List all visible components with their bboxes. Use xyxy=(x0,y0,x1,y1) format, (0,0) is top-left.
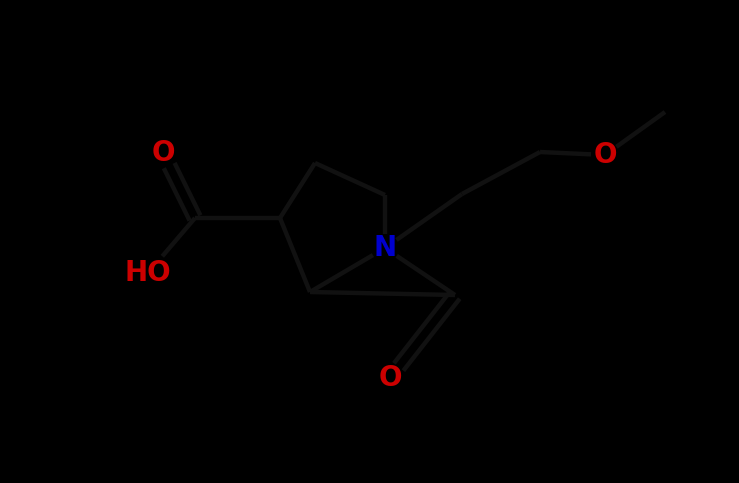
Text: O: O xyxy=(593,141,617,169)
Text: O: O xyxy=(151,139,174,167)
Text: HO: HO xyxy=(125,259,171,287)
Text: N: N xyxy=(373,234,397,262)
Text: O: O xyxy=(378,364,402,392)
